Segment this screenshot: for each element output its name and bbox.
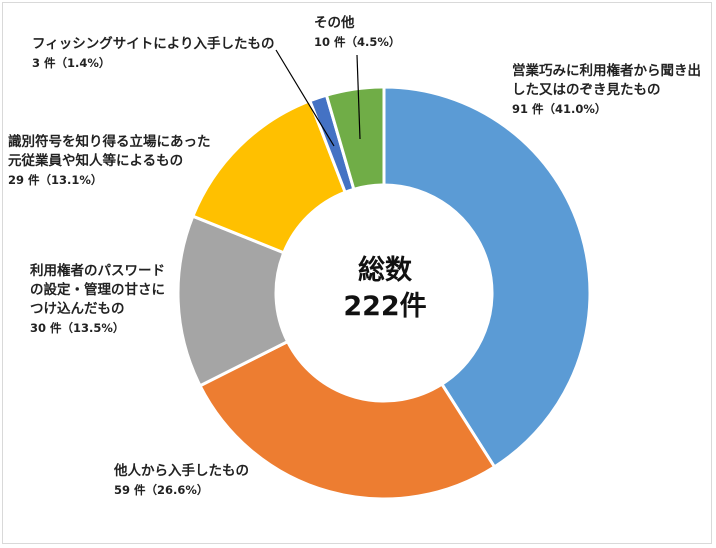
slice-label-obtained-from-others: 他人から入手したもの 59 件（26.6%） <box>114 462 314 500</box>
slice-label-count: 91 件（41.0%） <box>512 102 607 116</box>
slice-label-phishing: フィッシングサイトにより入手したもの 3 件（1.4%） <box>32 35 282 73</box>
slice-label-weak-password: 利用権者のパスワードの設定・管理の甘さにつけ込んだもの 30 件（13.5%） <box>30 262 178 338</box>
donut-slice-obtained-from-others <box>198 339 497 501</box>
slice-label-count: 10 件（4.5%） <box>314 35 401 49</box>
slice-label-name: その他 <box>314 15 355 31</box>
leader-line-phishing <box>275 49 335 147</box>
slice-label-count: 29 件（13.1%） <box>8 173 103 187</box>
leader-line-other <box>356 54 361 140</box>
slice-label-count: 3 件（1.4%） <box>32 56 111 70</box>
slice-label-social-engineering: 営業巧みに利用権者から聞き出した又はのぞき見たもの 91 件（41.0%） <box>512 62 708 119</box>
center-title: 総数 <box>358 255 412 286</box>
slice-label-name: 利用権者のパスワードの設定・管理の甘さにつけ込んだもの <box>30 263 165 317</box>
slice-label-name: フィッシングサイトにより入手したもの <box>32 36 275 52</box>
slice-label-other: その他 10 件（4.5%） <box>314 14 414 52</box>
leader-lines <box>275 49 361 147</box>
slice-label-count: 30 件（13.5%） <box>30 321 125 335</box>
slice-label-name: 識別符号を知り得る立場にあった元従業員や知人等によるもの <box>8 134 211 169</box>
slice-label-count: 59 件（26.6%） <box>114 483 209 497</box>
center-count: 222件 <box>343 291 427 322</box>
slice-label-name: 営業巧みに利用権者から聞き出した又はのぞき見たもの <box>512 63 701 98</box>
slice-label-former-employee: 識別符号を知り得る立場にあった元従業員や知人等によるもの 29 件（13.1%） <box>8 133 220 190</box>
donut-slice-other <box>324 85 386 192</box>
slice-label-name: 他人から入手したもの <box>114 463 249 479</box>
donut-slices <box>176 85 592 501</box>
donut-center-total: 総数 222件 <box>323 253 447 325</box>
donut-slice-social-engineering <box>382 85 592 469</box>
